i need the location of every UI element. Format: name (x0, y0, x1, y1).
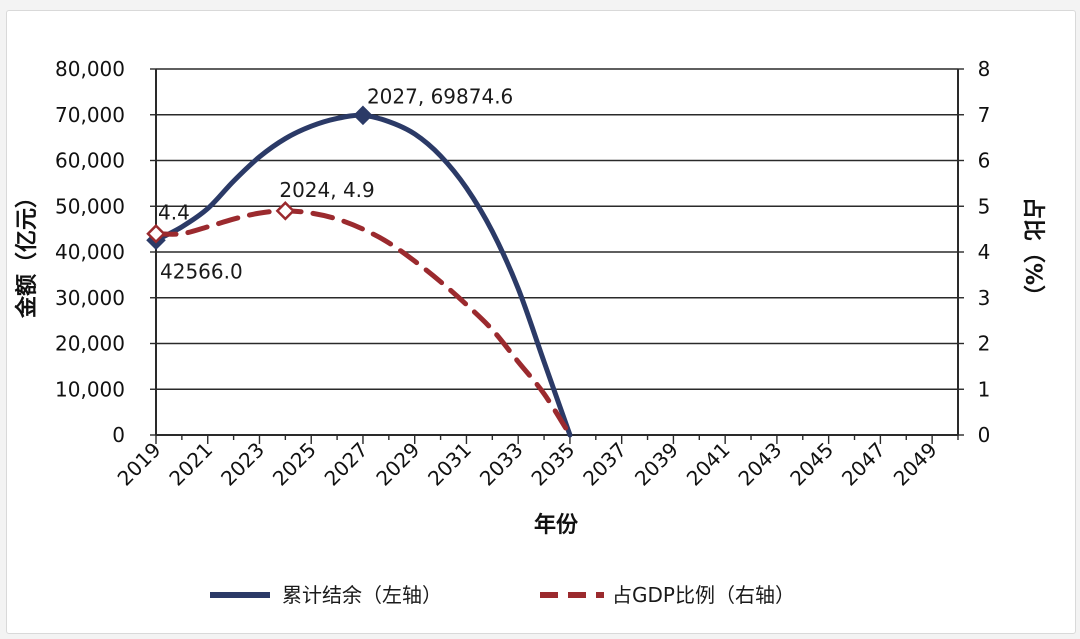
y-left-tick-label: 80,000 (55, 57, 125, 81)
x-tick-label: 2027 (320, 438, 373, 491)
x-tick-label: 2033 (475, 438, 528, 491)
annotations: 2027, 69874.6 42566.0 2024, 4.9 4.4 (146, 84, 513, 283)
y-left-tick-label: 10,000 (55, 377, 125, 401)
x-tick-label: 2047 (837, 438, 890, 491)
annotation-label: 2027, 69874.6 (367, 84, 513, 108)
y-right-tick-label: 0 (978, 423, 991, 447)
x-axis-title: 年份 (534, 512, 579, 538)
x-tick-label: 2039 (630, 438, 683, 491)
x-tick-label: 2037 (578, 438, 631, 491)
y-right-tick-label: 7 (978, 103, 991, 127)
annotation-marker (146, 223, 166, 244)
x-tick-label: 2029 (371, 438, 424, 491)
y-right-tick-label: 5 (978, 194, 991, 218)
y-right-tick-label: 4 (978, 240, 991, 264)
y-right-tick-label: 8 (978, 57, 991, 81)
x-tick-label: 2031 (423, 438, 476, 491)
x-tick-label: 2049 (889, 438, 942, 491)
annotation-marker (275, 201, 296, 221)
series-line-gdp-share (153, 208, 573, 438)
annotation-label: 2024, 4.9 (279, 178, 374, 202)
annotation-marker (353, 105, 373, 126)
y-right-tick-label: 1 (978, 377, 991, 401)
y-axis-left-title: 金额（亿元） (14, 186, 40, 319)
y-left-tick-label: 0 (112, 423, 125, 447)
gridlines (156, 68, 958, 436)
legend-label-cumulative-balance: 累计结余（左轴） (282, 583, 442, 607)
y-left-tick-label: 50,000 (55, 194, 125, 218)
x-tick-label: 2025 (268, 438, 321, 491)
y-left-tick-label: 30,000 (55, 286, 125, 310)
x-tick-label: 2045 (785, 438, 838, 491)
legend: 累计结余（左轴） 占GDP比例（右轴） (210, 583, 795, 607)
legend-label-gdp-share: 占GDP比例（右轴） (612, 583, 795, 607)
chart-card (6, 10, 1076, 634)
x-tick-label: 2041 (682, 438, 735, 491)
annotation-label: 4.4 (158, 201, 190, 225)
y-left-tick-label: 60,000 (55, 149, 125, 173)
y-right-tick-label: 3 (978, 286, 991, 310)
y-left-tick-label: 70,000 (55, 103, 125, 127)
y-right-tick-label: 2 (978, 332, 991, 356)
y-left-tick-label: 20,000 (55, 332, 125, 356)
y-axis-right-title: 占比（%） (1020, 197, 1045, 307)
x-tick-label: 2043 (733, 438, 786, 491)
x-tick-label: 2035 (527, 438, 580, 491)
annotation-label: 42566.0 (160, 259, 243, 283)
y-right-tick-label: 6 (978, 149, 991, 173)
x-tick-label: 2023 (216, 438, 269, 491)
y-left-tick-label: 40,000 (55, 240, 125, 264)
x-tick-label: 2021 (164, 438, 217, 491)
